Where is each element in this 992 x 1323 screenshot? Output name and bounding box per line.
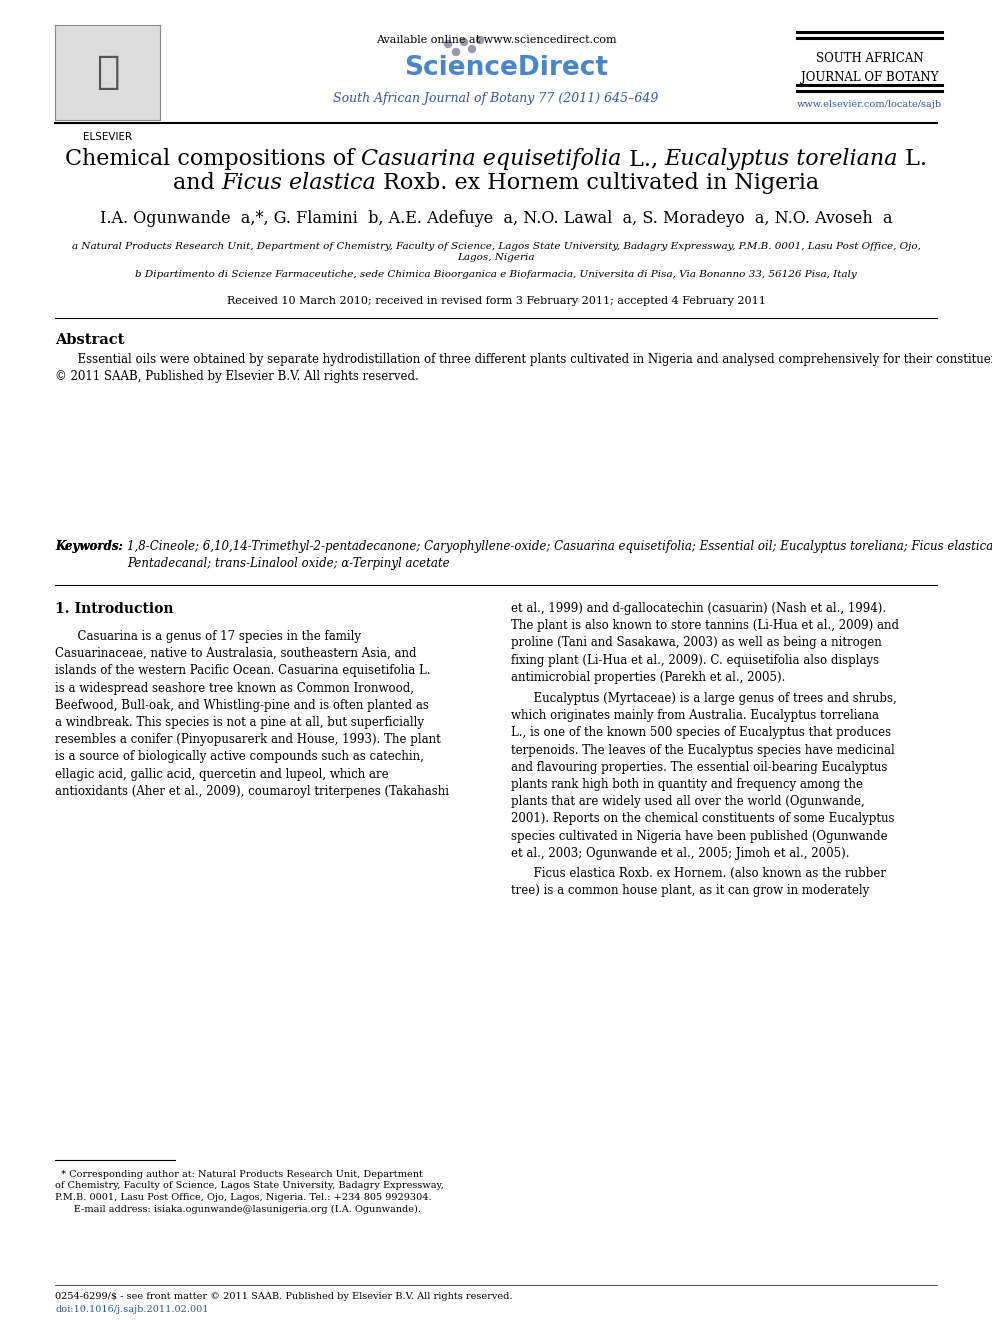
Text: Available online at www.sciencedirect.com: Available online at www.sciencedirect.co… (376, 34, 616, 45)
Circle shape (468, 45, 475, 53)
Text: Roxb. ex Hornem cultivated in Nigeria: Roxb. ex Hornem cultivated in Nigeria (376, 172, 819, 194)
Circle shape (460, 38, 467, 45)
Text: et al., 1999) and d-gallocatechin (casuarin) (Nash et al., 1994).
The plant is a: et al., 1999) and d-gallocatechin (casua… (511, 602, 899, 684)
Text: South African Journal of Botany 77 (2011) 645–649: South African Journal of Botany 77 (2011… (333, 93, 659, 105)
Text: www.elsevier.com/locate/sajb: www.elsevier.com/locate/sajb (797, 101, 942, 108)
Text: I.A. Ogunwande  a,*, G. Flamini  b, A.E. Adefuye  a, N.O. Lawal  a, S. Moradeyo : I.A. Ogunwande a,*, G. Flamini b, A.E. A… (100, 210, 892, 228)
Text: a Natural Products Research Unit, Department of Chemistry, Faculty of Science, L: a Natural Products Research Unit, Depart… (71, 242, 921, 262)
Text: Chemical compositions of: Chemical compositions of (64, 148, 361, 169)
Text: Keywords:: Keywords: (55, 540, 127, 553)
Text: Casuarina equisetifolia: Casuarina equisetifolia (361, 148, 622, 169)
Text: Received 10 March 2010; received in revised form 3 February 2011; accepted 4 Feb: Received 10 March 2010; received in revi… (226, 296, 766, 306)
Text: ScienceDirect: ScienceDirect (404, 56, 608, 81)
Text: b Dipartimento di Scienze Farmaceutiche, sede Chimica Bioorganica e Biofarmacia,: b Dipartimento di Scienze Farmaceutiche,… (135, 270, 857, 279)
Text: Essential oils were obtained by separate hydrodistillation of three different pl: Essential oils were obtained by separate… (55, 353, 992, 384)
Text: 1. Introduction: 1. Introduction (55, 602, 174, 617)
Text: Ficus elastica: Ficus elastica (221, 172, 376, 194)
Bar (55, 25, 160, 120)
Text: Casuarina is a genus of 17 species in the family
Casuarinaceae, native to Austra: Casuarina is a genus of 17 species in th… (55, 630, 449, 798)
Text: Eucalyptus toreliana: Eucalyptus toreliana (665, 148, 899, 169)
Text: ELSEVIER: ELSEVIER (83, 132, 132, 142)
Circle shape (476, 37, 483, 44)
Text: and: and (173, 172, 221, 194)
Text: Ficus elastica Roxb. ex Hornem. (also known as the rubber
tree) is a common hous: Ficus elastica Roxb. ex Hornem. (also kn… (511, 867, 886, 897)
Text: Keywords:: Keywords: (55, 540, 127, 553)
Circle shape (444, 41, 451, 48)
Text: * Corresponding author at: Natural Products Research Unit, Department
of Chemist: * Corresponding author at: Natural Produ… (55, 1170, 443, 1213)
Text: L.: L. (899, 148, 928, 169)
Text: SOUTH AFRICAN
JOURNAL OF BOTANY: SOUTH AFRICAN JOURNAL OF BOTANY (801, 52, 938, 83)
Text: L.,: L., (622, 148, 665, 169)
Text: 🌳: 🌳 (96, 53, 119, 91)
Text: Eucalyptus (Myrtaceae) is a large genus of trees and shrubs,
which originates ma: Eucalyptus (Myrtaceae) is a large genus … (511, 692, 897, 860)
Text: 0254-6299/$ - see front matter © 2011 SAAB. Published by Elsevier B.V. All right: 0254-6299/$ - see front matter © 2011 SA… (55, 1293, 513, 1301)
Circle shape (452, 49, 459, 56)
Text: doi:10.1016/j.sajb.2011.02.001: doi:10.1016/j.sajb.2011.02.001 (55, 1304, 208, 1314)
Text: 1,8-Cineole; 6,10,14-Trimethyl-2-pentadecanone; Caryophyllene-oxide; Casuarina e: 1,8-Cineole; 6,10,14-Trimethyl-2-pentade… (127, 540, 992, 570)
Text: Abstract: Abstract (55, 333, 124, 347)
